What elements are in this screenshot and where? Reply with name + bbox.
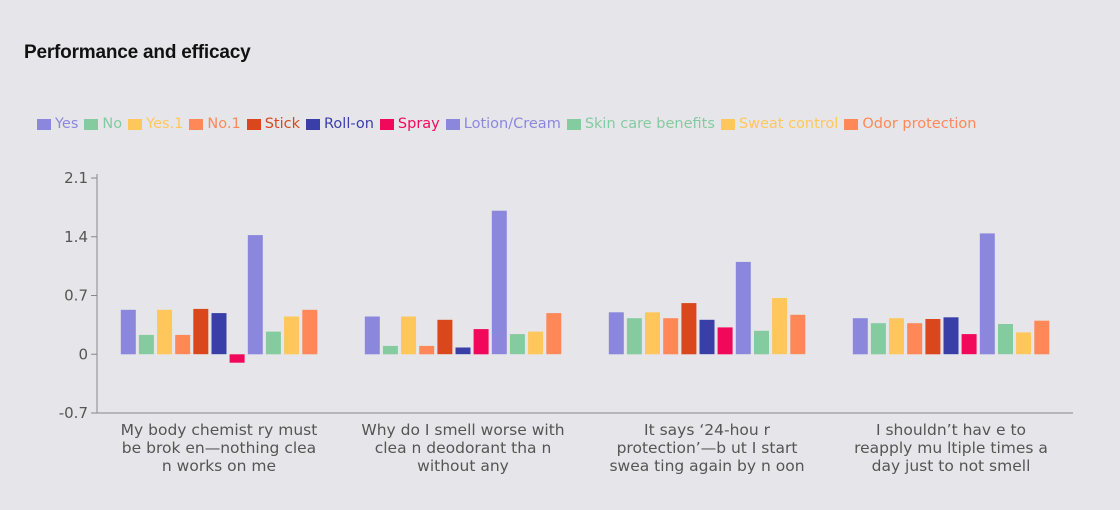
legend-item[interactable]: Sweat control <box>720 116 839 132</box>
legend-item[interactable]: No <box>84 116 122 132</box>
x-tick-label: without any <box>417 457 509 475</box>
y-tick-label: -0.7 <box>59 404 88 422</box>
bar <box>1034 320 1050 355</box>
bar <box>626 318 642 355</box>
bar <box>138 334 154 355</box>
legend-item[interactable]: Skin care benefits <box>566 116 715 132</box>
legend-swatch <box>379 118 394 130</box>
bar <box>681 303 697 355</box>
y-tick-label: 0 <box>78 345 88 363</box>
bar <box>120 309 136 355</box>
y-tick-label: 1.4 <box>64 228 88 246</box>
bar <box>491 210 507 355</box>
legend-label: Odor protection <box>862 116 977 132</box>
legend-item[interactable]: Spray <box>379 116 440 132</box>
x-tick-label: swea ting again by n oon <box>609 457 804 475</box>
x-tick-label: be brok en—nothing clea <box>122 439 316 457</box>
bar <box>870 323 886 355</box>
bar <box>193 308 209 355</box>
bar <box>175 334 191 355</box>
bar <box>265 331 281 355</box>
x-tick-label: My body chemist ry must <box>121 421 318 439</box>
bar <box>699 319 715 355</box>
bar <box>735 261 751 355</box>
bar <box>437 319 453 355</box>
bar <box>1016 332 1032 355</box>
bar <box>546 313 562 355</box>
bar <box>419 345 435 355</box>
x-tick-label: It says ‘24-hou r <box>644 421 771 439</box>
legend-item[interactable]: Lotion/Cream <box>445 116 561 132</box>
legend-swatch <box>246 118 261 130</box>
bar <box>889 318 904 355</box>
legend-item[interactable]: Stick <box>246 116 300 132</box>
bar <box>364 316 380 355</box>
legend-label: Roll-on <box>324 116 374 132</box>
legend-swatch <box>84 118 99 130</box>
bar <box>754 330 769 355</box>
x-tick-label: clea n deodorant tha n <box>375 439 552 457</box>
bar <box>907 323 923 355</box>
bar <box>302 309 318 355</box>
legend-item[interactable]: Yes <box>37 116 78 132</box>
x-tick-label: reapply mu ltiple times a <box>854 439 1048 457</box>
y-tick-label: 2.1 <box>64 169 88 187</box>
bar <box>772 298 788 355</box>
bar <box>925 319 941 355</box>
legend-item[interactable]: Yes.1 <box>128 116 183 132</box>
bar <box>157 309 173 355</box>
bar <box>382 345 398 355</box>
legend-swatch <box>844 118 859 130</box>
legend-label: Spray <box>397 116 440 132</box>
legend-label: Sweat control <box>738 116 839 132</box>
legend-swatch <box>566 118 581 130</box>
legend-label: No.1 <box>207 116 241 132</box>
bar <box>998 324 1013 355</box>
bar <box>455 347 471 355</box>
bar <box>401 316 417 355</box>
x-tick-label: n works on me <box>162 457 276 475</box>
legend-item[interactable]: Roll-on <box>306 116 374 132</box>
bar <box>961 334 977 355</box>
legend-swatch <box>189 118 204 130</box>
x-tick-label: protection’—b ut I start <box>617 439 798 457</box>
bar <box>943 317 959 355</box>
bar <box>528 331 544 355</box>
bar <box>509 334 525 355</box>
x-tick-label: I shouldn’t hav e to <box>876 421 1026 439</box>
bar <box>979 233 995 355</box>
chart-title: Performance and efficacy <box>24 42 251 63</box>
legend-label: No <box>102 116 123 132</box>
bar <box>229 354 245 363</box>
bar <box>645 312 660 355</box>
chart-legend: Yes No Yes.1 No.1 Stick Roll-on Spray Lotion/Cr… <box>37 116 982 132</box>
bar <box>790 314 806 355</box>
legend-label: Stick <box>264 116 300 132</box>
legend-label: Yes.1 <box>146 116 184 132</box>
legend-swatch <box>445 118 460 130</box>
bar <box>284 316 300 355</box>
legend-label: Lotion/Cream <box>463 116 561 132</box>
legend-label: Skin care benefits <box>584 116 715 132</box>
legend-item[interactable]: No.1 <box>189 116 241 132</box>
bar <box>473 329 489 355</box>
legend-item[interactable]: Odor protection <box>844 116 976 132</box>
bar <box>211 313 227 355</box>
bar <box>608 312 624 355</box>
x-tick-label: Why do I smell worse with <box>361 421 564 439</box>
x-tick-label: day just to not smell <box>872 457 1031 475</box>
legend-swatch <box>306 118 320 130</box>
legend-swatch <box>128 118 143 130</box>
bar <box>663 318 679 355</box>
bar <box>717 327 733 355</box>
y-tick-label: 0.7 <box>64 287 88 305</box>
legend-swatch <box>37 118 51 130</box>
legend-swatch <box>720 118 735 130</box>
bar <box>247 235 263 355</box>
legend-label: Yes <box>55 116 79 132</box>
bar <box>852 318 868 355</box>
